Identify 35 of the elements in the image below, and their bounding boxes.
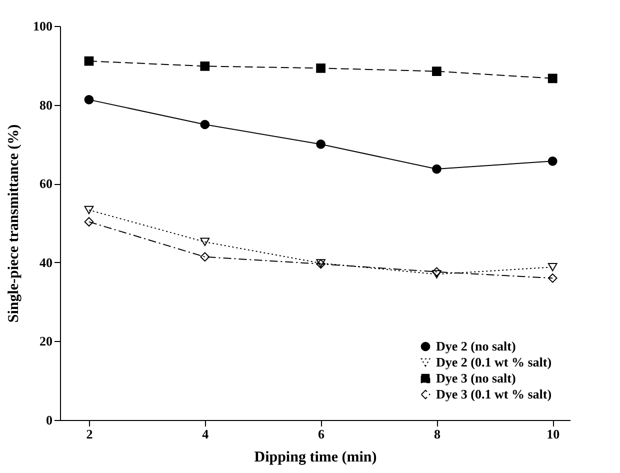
point	[316, 140, 326, 149]
y-tick-label: 40	[40, 254, 52, 270]
point	[316, 63, 326, 73]
y-tick-label: 20	[40, 334, 52, 349]
x-tick-label: 4	[202, 426, 210, 442]
point	[84, 56, 94, 66]
y-tick-label: 80	[40, 97, 52, 112]
legend-label: Dye 3 (0.1 wt % salt)	[436, 386, 552, 402]
y-tick-label: 60	[40, 176, 52, 192]
point	[432, 164, 442, 174]
x-axis-title: Dipping time (min)	[254, 450, 377, 466]
point	[548, 156, 558, 166]
point	[432, 267, 442, 277]
legend-label: Dye 3 (no salt)	[436, 370, 516, 386]
point	[548, 74, 558, 84]
point	[200, 238, 210, 246]
point	[548, 273, 558, 283]
point	[84, 95, 94, 104]
point	[84, 206, 94, 214]
legend-label: Dye 2 (no salt)	[436, 338, 516, 354]
x-tick-label: 2	[86, 426, 93, 442]
point	[200, 252, 210, 262]
point	[200, 62, 210, 71]
y-tick-label: 0	[46, 412, 52, 428]
point	[432, 66, 442, 76]
y-axis-title: Single-piece transmittance (%)	[6, 124, 22, 323]
point	[548, 263, 558, 272]
x-tick-label: 8	[434, 426, 441, 442]
x-tick-label: 6	[318, 426, 326, 442]
y-tick-label: 100	[33, 18, 52, 34]
point	[200, 120, 210, 130]
point	[84, 217, 94, 226]
legend-label: Dye 2 (0.1 wt % salt)	[436, 354, 552, 370]
point	[432, 270, 442, 278]
x-tick-label: 10	[546, 426, 560, 442]
